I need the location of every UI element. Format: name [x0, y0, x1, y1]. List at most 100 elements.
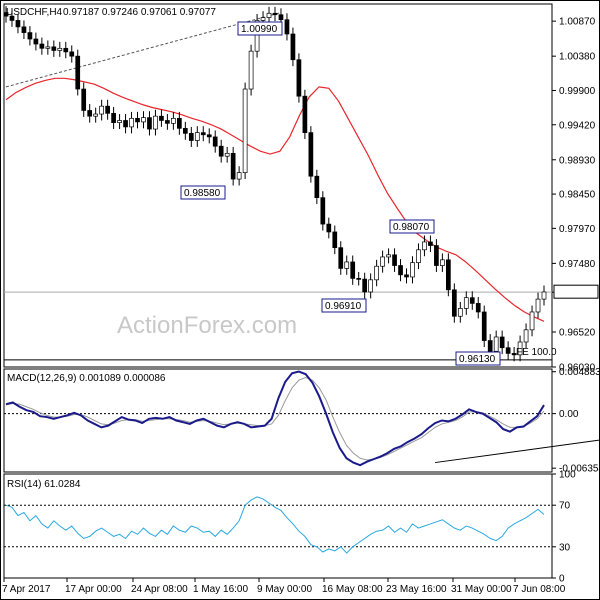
candle-body: [380, 256, 385, 267]
rsi-header: RSI(14) 61.0284: [7, 479, 81, 490]
candle-body: [392, 254, 397, 266]
candle-body: [296, 59, 302, 97]
candle-body: [230, 152, 236, 180]
price-annotation-label: 0.96130: [459, 354, 496, 365]
x-tick-label: 24 Apr 08:00: [131, 584, 188, 595]
candle-body: [206, 134, 212, 138]
price-ytick-label: 0.99420: [559, 120, 596, 131]
candle-body: [165, 120, 170, 124]
x-tick-label: 1 May 16:00: [193, 584, 248, 595]
candle-body: [177, 117, 182, 129]
price-ytick-label: 0.96520: [559, 327, 596, 338]
price-annotation-box: [321, 298, 367, 313]
candle-body: [21, 26, 27, 33]
candle-body: [278, 14, 284, 21]
candle-body: [39, 43, 45, 49]
candle-body: [75, 55, 81, 90]
candle-body: [457, 308, 463, 317]
moving-average-line: [5, 77, 545, 322]
x-tick-label: 17 Apr 00:00: [65, 584, 122, 595]
candle-body: [45, 46, 51, 49]
candle-body: [266, 12, 272, 18]
macd-ytick-label: 0.00: [559, 409, 579, 420]
candle-body: [451, 289, 457, 317]
price-annotation-label: 0.98070: [393, 222, 430, 233]
candle-body: [159, 115, 164, 121]
candle-body: [499, 336, 505, 349]
candle-body: [284, 19, 290, 35]
candle-body: [398, 265, 403, 276]
candle-body: [517, 341, 523, 356]
macd-signal-line: [5, 377, 545, 461]
x-tick-label: 7 Apr 2017: [2, 584, 51, 595]
candle-body: [481, 311, 487, 341]
candle-body: [236, 172, 242, 180]
macd-trendline: [434, 439, 600, 464]
candle-body: [422, 241, 427, 251]
price-annotation-label: 1.00990: [241, 24, 278, 35]
macd-header: MACD(12,26,9) 0.001089 0.000086: [7, 373, 166, 384]
candle-body: [356, 278, 362, 280]
panel-border-2: [3, 368, 553, 473]
rsi-ytick-label: 100: [559, 470, 576, 481]
candle-body: [434, 245, 439, 266]
candle-body: [15, 20, 21, 28]
rsi-ytick-label: 70: [559, 501, 571, 512]
candle-body: [123, 120, 128, 128]
watermark: ActionForex.com: [117, 312, 297, 339]
candle-body: [254, 20, 260, 52]
candle-body: [129, 117, 134, 128]
rsi-ytick-label: 0: [559, 574, 565, 585]
candle-body: [182, 127, 188, 134]
candle-body: [326, 223, 332, 233]
candle-body: [302, 95, 308, 133]
candle-body: [248, 50, 254, 90]
candle-body: [81, 88, 87, 111]
candle-body: [87, 110, 93, 117]
x-tick-label: 23 May 16:00: [386, 584, 447, 595]
price-ytick-label: 1.00870: [559, 17, 596, 28]
candle-body: [171, 117, 176, 124]
macd-ytick-label: 0.004883: [559, 367, 600, 378]
candle-body: [386, 254, 391, 258]
x-tick-label: 9 May 00:00: [257, 584, 312, 595]
price-annotation-label: 0.98580: [184, 188, 221, 199]
candle-body: [260, 17, 266, 21]
candle-body: [69, 51, 75, 57]
candle-body: [99, 105, 104, 115]
candle-body: [523, 329, 529, 343]
macd-line: [5, 370, 545, 467]
panel-border-3: [3, 473, 553, 579]
candle-body: [332, 231, 338, 249]
candle-body: [374, 265, 379, 281]
price-ytick-label: 0.96030: [559, 363, 596, 374]
candle-body: [105, 105, 110, 114]
candle-body: [63, 47, 69, 53]
candle-body: [416, 249, 421, 264]
candle-body: [290, 33, 296, 61]
candle-body: [475, 303, 481, 313]
candle-body: [535, 298, 541, 313]
candle-body: [362, 278, 368, 293]
candle-body: [141, 117, 146, 123]
candle-body: [404, 274, 409, 278]
candle-body: [320, 197, 326, 225]
candle-body: [147, 117, 152, 130]
candle-body: [117, 120, 122, 123]
candle-body: [272, 12, 278, 16]
price-ytick-label: 0.97970: [559, 224, 596, 235]
price-ytick-label: 0.98450: [559, 190, 596, 201]
price-annotation-label: 0.96910: [325, 301, 362, 312]
candle-body: [93, 113, 99, 117]
candle-body: [511, 353, 517, 356]
candle-body: [368, 279, 373, 293]
candle-body: [212, 136, 218, 147]
price-annotation-box: [455, 351, 501, 366]
candle-body: [153, 115, 158, 130]
candle-body: [135, 117, 140, 123]
panel-border-1: [3, 3, 553, 368]
rsi-line: [5, 496, 545, 554]
candle-body: [487, 340, 493, 352]
candle-body: [446, 259, 451, 291]
